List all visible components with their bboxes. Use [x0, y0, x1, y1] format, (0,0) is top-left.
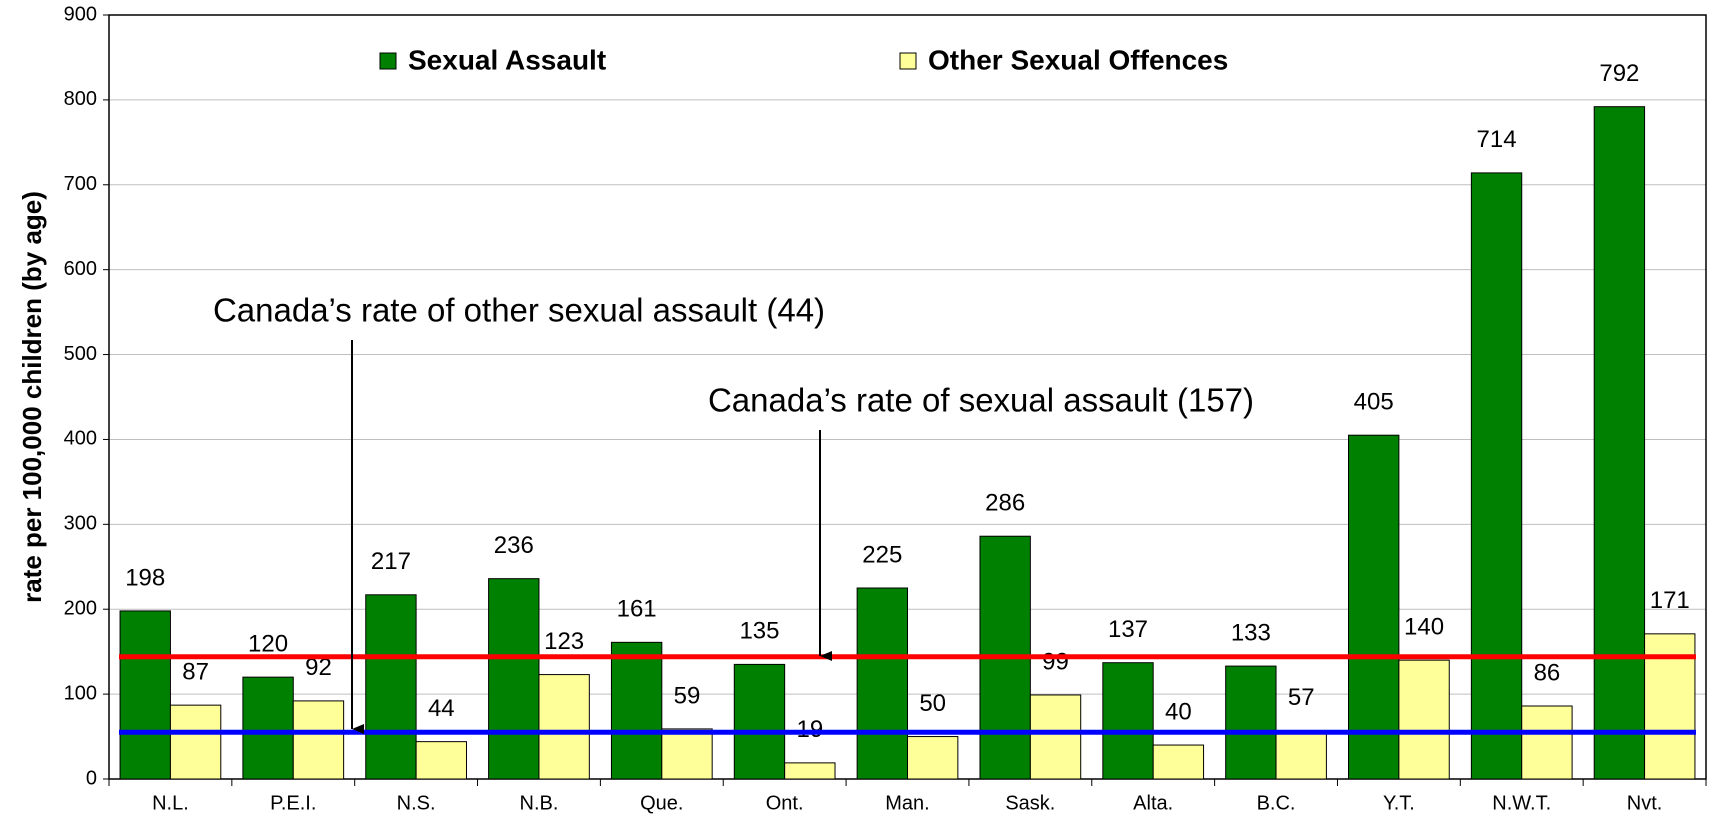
y-tick-label: 400: [64, 428, 97, 450]
y-axis-label: rate per 100,000 children (by age): [17, 191, 47, 603]
bar: [1152, 744, 1205, 780]
bar: [661, 728, 713, 780]
bar: [733, 663, 786, 780]
data-label: 792: [1599, 60, 1639, 87]
x-tick-label: P.E.I.: [270, 792, 316, 814]
bar: [1225, 665, 1277, 780]
legend-label: Sexual Assault: [408, 44, 606, 75]
data-label: 57: [1288, 684, 1315, 711]
x-tick-label: Nvt.: [1627, 792, 1663, 814]
bar: [1398, 659, 1450, 780]
data-label: 44: [428, 695, 455, 722]
x-tick-label: Ont.: [766, 792, 804, 814]
x-tick-label: N.L.: [152, 792, 189, 814]
x-tick-label: Y.T.: [1383, 792, 1415, 814]
data-label: 50: [919, 690, 946, 717]
x-tick-label: N.W.T.: [1492, 792, 1551, 814]
data-label: 217: [371, 548, 411, 575]
bar: [242, 676, 294, 780]
data-label: 140: [1404, 613, 1444, 640]
x-tick-label: N.S.: [397, 792, 436, 814]
data-label: 236: [494, 532, 534, 559]
data-label: 225: [862, 541, 902, 568]
data-label: 137: [1108, 616, 1148, 643]
data-label: 87: [182, 658, 209, 685]
bar: [856, 587, 908, 780]
y-tick-label: 600: [64, 258, 97, 280]
bar: [1593, 106, 1646, 780]
data-label: 135: [739, 618, 779, 645]
y-tick-label: 500: [64, 343, 97, 365]
bar: [907, 736, 959, 780]
legend-label: Other Sexual Offences: [928, 44, 1228, 75]
data-label: 19: [796, 716, 823, 743]
data-label: 161: [617, 596, 657, 623]
y-tick-label: 100: [64, 682, 97, 704]
y-tick-label: 0: [86, 767, 97, 789]
x-tick-label: N.B.: [520, 792, 559, 814]
bar: [488, 578, 540, 780]
data-label: 40: [1165, 698, 1192, 725]
data-label: 286: [985, 490, 1025, 517]
data-label: 86: [1534, 659, 1561, 686]
data-label: 714: [1477, 126, 1517, 153]
y-tick-label: 900: [64, 3, 97, 25]
x-tick-label: Que.: [640, 792, 683, 814]
bar: [365, 594, 417, 780]
y-tick-label: 700: [64, 173, 97, 195]
annotation: Canada’s rate of other sexual assault (4…: [213, 292, 825, 329]
y-tick-label: 800: [64, 88, 97, 110]
bar: [415, 741, 467, 780]
y-tick-label: 300: [64, 513, 97, 535]
bar: [169, 704, 222, 780]
x-tick-label: B.C.: [1257, 792, 1296, 814]
bar: [1348, 434, 1400, 780]
data-label: 198: [125, 564, 165, 591]
data-label: 123: [544, 628, 584, 655]
bar: [1470, 172, 1523, 780]
bar: [1275, 730, 1327, 780]
data-label: 171: [1650, 587, 1690, 614]
bar: [1029, 694, 1082, 780]
bar: [610, 641, 663, 780]
bar: [119, 610, 171, 780]
legend-swatch: [379, 52, 397, 70]
bar: [1521, 705, 1573, 780]
y-tick-label: 200: [64, 598, 97, 620]
x-tick-label: Sask.: [1005, 792, 1055, 814]
data-label: 99: [1042, 648, 1069, 675]
annotation: Canada’s rate of sexual assault (157): [708, 382, 1254, 419]
bar: [292, 700, 345, 780]
bar: [538, 674, 590, 780]
x-tick-label: Man.: [885, 792, 929, 814]
data-label: 405: [1354, 389, 1394, 416]
bar: [1102, 662, 1154, 780]
x-tick-label: Alta.: [1133, 792, 1173, 814]
legend-swatch: [899, 52, 917, 70]
data-label: 120: [248, 630, 288, 657]
data-label: 133: [1231, 619, 1271, 646]
bar: [784, 762, 836, 780]
data-label: 59: [674, 682, 701, 709]
